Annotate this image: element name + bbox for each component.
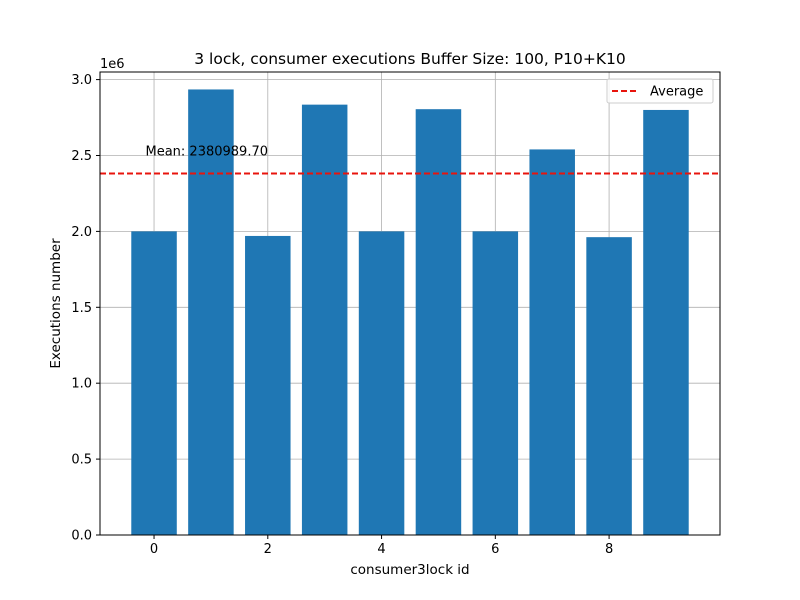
legend: Average <box>606 78 714 104</box>
bar-9 <box>643 109 689 536</box>
bar-6 <box>472 231 519 536</box>
bar-8 <box>586 237 632 535</box>
axis-ticks: 0 2 4 6 8 0.0 0.5 1.0 1.5 2.0 2.5 3.0 <box>71 73 613 557</box>
x-tick-label: 2 <box>264 542 272 557</box>
bar-0 <box>131 231 177 536</box>
y-tick-label: 2.5 <box>71 149 92 164</box>
y-tick-label: 1.5 <box>71 301 92 316</box>
x-tick-label: 8 <box>605 542 613 557</box>
x-tick-label: 6 <box>491 542 499 557</box>
bar-3 <box>301 104 348 536</box>
y-tick-label: 3.0 <box>71 73 92 88</box>
bar-4 <box>358 231 405 536</box>
bars <box>131 89 689 536</box>
mean-annotation: Mean: 2380989.70 <box>146 145 269 160</box>
y-axis-scale-label: 1e6 <box>100 57 125 72</box>
y-tick-label: 1.0 <box>71 377 92 392</box>
x-tick-label: 4 <box>377 542 385 557</box>
bar-7 <box>529 149 575 535</box>
y-tick-label: 2.0 <box>71 225 92 240</box>
y-axis-label: Executions number <box>48 238 64 369</box>
x-tick-label: 0 <box>150 542 158 557</box>
bar-1 <box>188 89 234 536</box>
y-tick-label: 0.0 <box>71 529 92 544</box>
legend-average-label: Average <box>650 85 703 100</box>
plot-frame <box>99 71 721 536</box>
y-tick-label: 0.5 <box>71 453 92 468</box>
legend-box <box>606 78 714 104</box>
chart-title: 3 lock, consumer executions Buffer Size:… <box>194 50 625 68</box>
x-axis-label: consumer3lock id <box>350 562 469 578</box>
bar-5 <box>415 109 462 535</box>
bar-2 <box>245 235 291 535</box>
